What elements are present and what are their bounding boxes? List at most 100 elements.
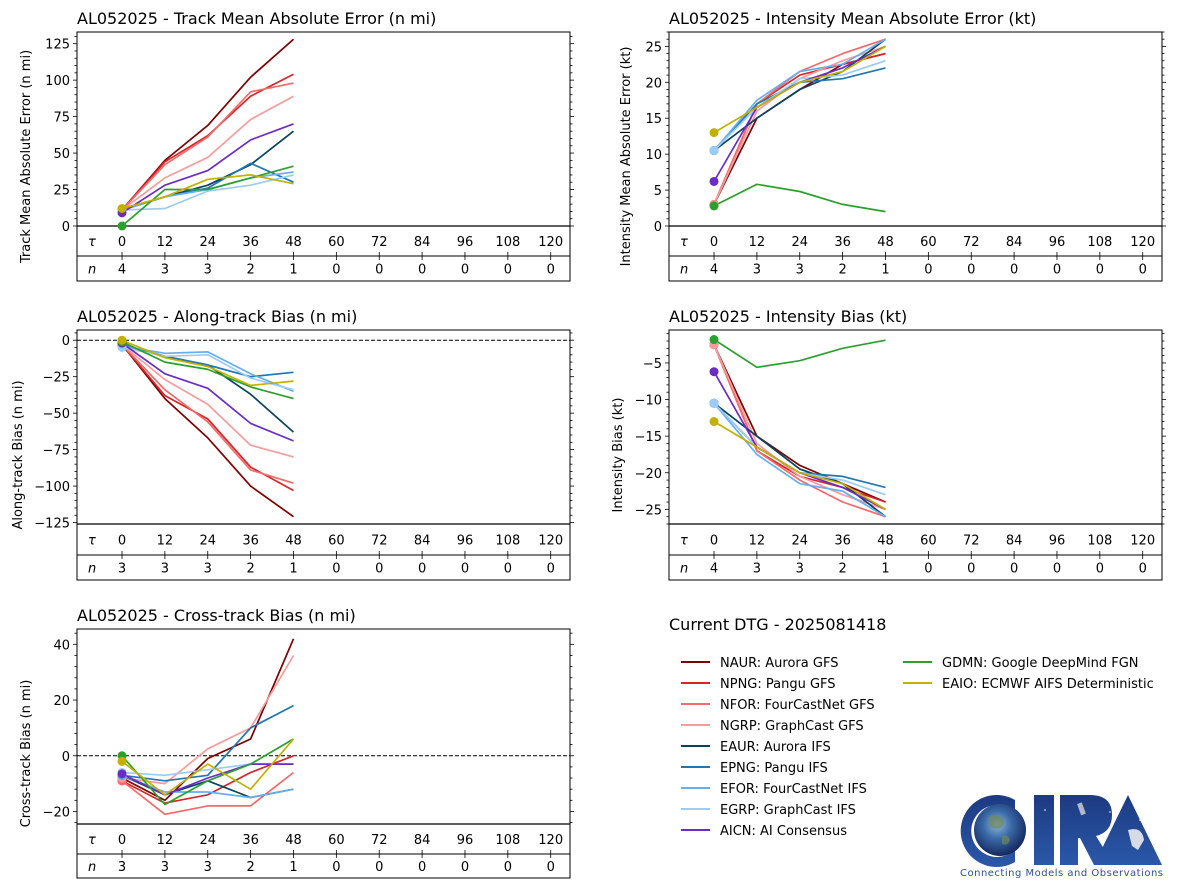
tau-label: τ	[88, 235, 96, 250]
y-tick-label: 75	[53, 111, 70, 126]
chart-title: AL052025 - Along-track Bias (n mi)	[77, 307, 357, 326]
tau-label: τ	[88, 833, 96, 848]
x-tick-label: 0	[118, 833, 126, 848]
legend-label: EAUR: Aurora IFS	[720, 740, 831, 755]
y-tick-label: 25	[645, 40, 662, 55]
y-axis-label: Cross-track Bias (n mi)	[19, 680, 34, 828]
x-tick-label: 96	[1049, 534, 1066, 549]
legend-item-egrp: EGRP: GraphCast IFS	[681, 803, 856, 818]
n-count-label: 2	[246, 263, 254, 278]
y-tick-label: −25	[43, 371, 70, 386]
n-count-label: 3	[118, 562, 126, 577]
x-tick-label: 60	[920, 534, 937, 549]
series-line-aicn	[121, 123, 294, 214]
legend-item-eaio: EAIO: ECMWF AIFS Deterministic	[903, 677, 1154, 692]
x-tick-label: 108	[495, 534, 520, 549]
n-count-label: 0	[547, 562, 555, 577]
x-tick-label: 24	[199, 833, 216, 848]
legend: Current DTG - 2025081418 NAUR: Aurora GF…	[669, 615, 1154, 839]
x-tick-label: 60	[328, 235, 345, 250]
x-tick-label: 84	[414, 534, 431, 549]
series-group	[121, 38, 295, 226]
n-count-label: 0	[924, 263, 932, 278]
tau-label: τ	[88, 534, 96, 549]
series-line-aicn	[713, 371, 886, 511]
series-line-naur	[121, 344, 294, 518]
x-tick-label: 24	[791, 235, 808, 250]
y-tick-label: 100	[45, 74, 70, 89]
series-line-naur	[713, 52, 886, 205]
n-count-label: 2	[838, 263, 846, 278]
n-count-label: 0	[418, 562, 426, 577]
y-tick-label: 0	[654, 220, 662, 235]
marker-tau0-gdmn	[117, 221, 127, 231]
n-count-label: 2	[246, 860, 254, 875]
tau-label: τ	[680, 235, 688, 250]
x-tick-label: 48	[877, 235, 894, 250]
marker-tau0-egrp	[709, 398, 719, 408]
y-axis-label: Along-track Bias (n mi)	[11, 380, 26, 529]
y-tick-label: −20	[43, 805, 70, 820]
chart-title: AL052025 - Intensity Mean Absolute Error…	[669, 9, 1036, 28]
panel-intensity-mae: AL052025 - Intensity Mean Absolute Error…	[619, 9, 1166, 282]
series-line-eaio	[121, 738, 295, 796]
y-tick-label: −75	[43, 444, 70, 459]
x-tick-label: 36	[834, 534, 851, 549]
x-tick-label: 60	[920, 235, 937, 250]
legend-label: EPNG: Pangu IFS	[720, 761, 828, 776]
x-tick-label: 0	[710, 235, 718, 250]
marker-tau0-aicn	[117, 769, 127, 779]
x-tick-label: 12	[157, 235, 174, 250]
y-tick-label: 40	[53, 638, 70, 653]
y-tick-label: 125	[45, 38, 70, 53]
logo-letter-c	[960, 795, 1015, 867]
logo-letter-r	[1060, 795, 1114, 865]
n-count-label: 0	[504, 263, 512, 278]
legend-items: NAUR: Aurora GFS NPNG: Pangu GFS NFOR: Fou…	[681, 656, 1154, 839]
n-count-label: 0	[967, 562, 975, 577]
n-count-label: 0	[1010, 562, 1018, 577]
y-tick-label: 20	[645, 76, 662, 91]
n-count-label: 0	[547, 263, 555, 278]
marker-tau0-aicn	[709, 367, 719, 377]
series-group	[121, 638, 295, 816]
n-count-label: 0	[461, 860, 469, 875]
n-count-label: 0	[332, 860, 340, 875]
n-count-label: 3	[161, 263, 169, 278]
series-line-gdmn	[121, 165, 294, 226]
panels: AL052025 - Track Mean Absolute Error (n …	[11, 9, 1166, 879]
n-count-label: 2	[838, 562, 846, 577]
series-line-ngrp	[121, 343, 294, 458]
series-line-egrp	[121, 346, 294, 391]
legend-label: NFOR: FourCastNet GFS	[720, 698, 875, 713]
y-tick-label: 5	[654, 184, 662, 199]
y-tick-label: −20	[635, 467, 662, 482]
legend-item-naur: NAUR: Aurora GFS	[681, 656, 838, 671]
n-count-label: 0	[1010, 263, 1018, 278]
marker-tau0-eaio	[709, 417, 719, 427]
series-line-nfor	[713, 344, 886, 518]
n-count-label: 1	[289, 860, 297, 875]
x-tick-label: 24	[199, 534, 216, 549]
x-tick-label: 48	[285, 534, 302, 549]
series-line-npng	[713, 52, 886, 205]
series-line-epng	[121, 704, 294, 782]
logo-tagline: Connecting Models and Observations	[960, 868, 1164, 879]
x-tick-label: 72	[371, 235, 388, 250]
n-count-label: 0	[504, 860, 512, 875]
n-count-label: 0	[375, 860, 383, 875]
chart-title: AL052025 - Intensity Bias (kt)	[669, 307, 907, 326]
x-tick-label: 96	[457, 235, 474, 250]
y-tick-label: −10	[635, 394, 662, 409]
series-line-eaio	[121, 339, 294, 387]
n-count-label: 0	[375, 562, 383, 577]
n-label: n	[88, 562, 96, 577]
series-line-aicn	[121, 342, 294, 442]
series-group	[713, 338, 887, 518]
x-tick-label: 0	[118, 534, 126, 549]
x-tick-label: 120	[538, 534, 563, 549]
x-tick-label: 48	[285, 235, 302, 250]
n-count-label: 0	[547, 860, 555, 875]
x-tick-label: 120	[1130, 534, 1155, 549]
series-line-efor	[121, 345, 294, 393]
